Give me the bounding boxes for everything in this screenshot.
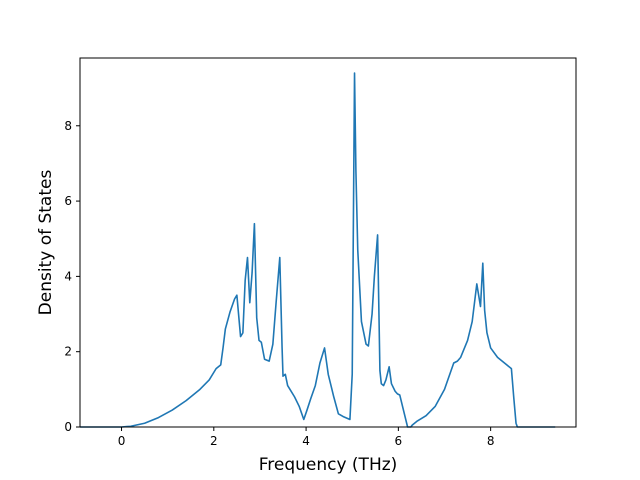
x-tick-label: 2 bbox=[210, 434, 218, 448]
y-axis-title: Density of States bbox=[36, 170, 56, 316]
x-axis-title: Frequency (THz) bbox=[259, 455, 398, 475]
x-tick-label: 0 bbox=[118, 434, 126, 448]
y-tick-label: 2 bbox=[64, 345, 72, 359]
x-tick-label: 6 bbox=[395, 434, 403, 448]
y-tick-label: 0 bbox=[64, 420, 72, 434]
dos-series-line bbox=[80, 72, 556, 428]
y-tick-label: 8 bbox=[64, 119, 72, 133]
x-tick-label: 8 bbox=[487, 434, 495, 448]
y-tick-label: 4 bbox=[64, 269, 72, 283]
y-tick-label: 6 bbox=[64, 194, 72, 208]
plot-frame bbox=[79, 57, 577, 428]
x-tick-label: 4 bbox=[302, 434, 310, 448]
